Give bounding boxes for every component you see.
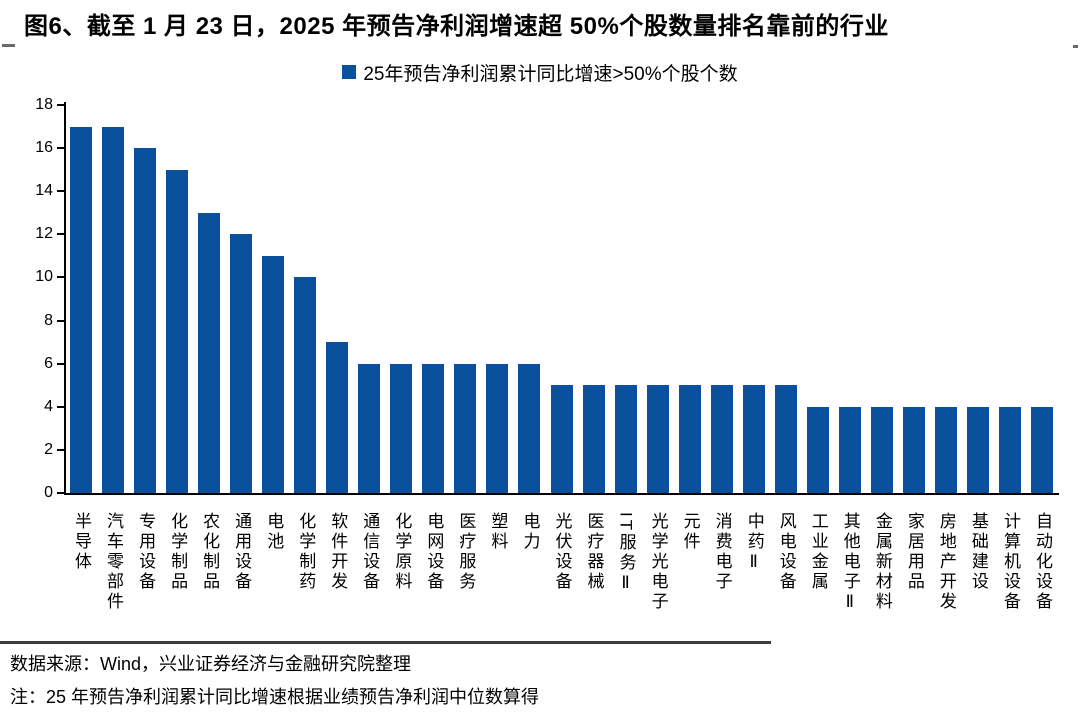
bar — [1030, 406, 1053, 493]
bar — [390, 363, 413, 493]
bar — [262, 255, 285, 493]
x-axis-label: 通用设备 — [232, 512, 252, 592]
border-fragment-right — [1073, 45, 1078, 48]
x-axis-label: 风电设备 — [776, 512, 796, 592]
bar — [198, 212, 221, 493]
bar — [710, 385, 733, 493]
bar — [486, 363, 509, 493]
x-axis-label: 电池 — [264, 512, 284, 552]
bar — [998, 406, 1021, 493]
bar — [358, 363, 381, 493]
bar — [582, 385, 605, 493]
footnote: 注：25 年预告净利润累计同比增速根据业绩预告净利润中位数算得 — [10, 687, 540, 707]
x-axis-label: 塑料 — [488, 512, 508, 552]
bar — [326, 342, 349, 493]
figure-title: 图6、截至 1 月 23 日，2025 年预告净利润增速超 50%个股数量排名靠… — [24, 13, 889, 40]
bar-chart: 0 2 4 6 8 10 12 14 16 18 半导体 汽车零部件 专用设备 化学制品 农化制品 通用设备… — [35, 96, 1059, 615]
y-tick-label: 6 — [44, 354, 53, 372]
divider — [0, 641, 771, 644]
y-tick-label: 0 — [44, 484, 53, 501]
bar — [102, 126, 125, 493]
y-tick-mark — [57, 233, 64, 236]
bar — [806, 406, 829, 493]
x-axis-label: 基础建设 — [968, 512, 988, 592]
x-axis-label: 通信设备 — [360, 512, 380, 592]
bar — [902, 406, 925, 493]
bar — [230, 234, 253, 493]
y-axis-line — [64, 102, 66, 494]
y-tick-label: 2 — [44, 440, 53, 458]
x-axis-label: 农化制品 — [200, 512, 220, 592]
bar — [774, 385, 797, 493]
x-axis-label: 半导体 — [72, 512, 92, 572]
bar — [934, 406, 957, 493]
bar — [646, 385, 669, 493]
y-tick-mark — [57, 276, 64, 279]
x-axis-label: 医疗器械 — [584, 512, 604, 592]
legend-label: 25年预告净利润累计同比增速>50%个股个数 — [363, 63, 738, 85]
bar — [518, 363, 541, 493]
x-axis-label: 医疗服务 — [456, 512, 476, 592]
x-axis-label: 光学光电子 — [648, 512, 668, 612]
y-tick-mark — [57, 319, 64, 322]
x-axis-label: 化学制品 — [168, 512, 188, 592]
x-axis-label: 化学原料 — [392, 512, 412, 592]
bar — [454, 363, 477, 493]
x-axis-label: 元件 — [680, 512, 700, 552]
x-axis-label: 金属新材料 — [872, 512, 892, 612]
x-axis-label: 汽车零部件 — [104, 512, 124, 612]
y-tick-mark — [57, 492, 64, 494]
y-tick-label: 18 — [35, 96, 53, 113]
x-axis-label: IT服务Ⅱ — [616, 512, 636, 597]
x-axis-label: 自动化设备 — [1032, 512, 1052, 612]
y-tick-mark — [57, 405, 64, 408]
bar — [742, 385, 765, 493]
x-axis-label: 光伏设备 — [552, 512, 572, 592]
bar — [166, 169, 189, 493]
y-tick-label: 12 — [35, 225, 53, 243]
bar — [70, 126, 93, 493]
y-tick-label: 8 — [44, 311, 53, 329]
x-axis-label: 工业金属 — [808, 512, 828, 592]
x-axis-label: 家居用品 — [904, 512, 924, 592]
y-tick-label: 16 — [35, 139, 53, 157]
bar — [550, 385, 573, 493]
chart-legend: 25年预告净利润累计同比增速>50%个股个数 — [0, 59, 1080, 85]
y-tick-label: 10 — [35, 268, 53, 286]
bar — [966, 406, 989, 493]
data-source: 数据来源：Wind，兴业证券经济与金融研究院整理 — [10, 654, 412, 674]
bar — [422, 363, 445, 493]
x-axis-label: 消费电子 — [712, 512, 732, 592]
x-axis-label: 房地产开发 — [936, 512, 956, 612]
x-axis-label: 化学制药 — [296, 512, 316, 592]
y-tick-label: 14 — [35, 182, 53, 200]
y-tick-mark — [57, 190, 64, 193]
x-axis-label: 计算机设备 — [1000, 512, 1020, 612]
y-tick-mark — [57, 362, 64, 365]
bar — [294, 277, 317, 493]
x-axis-label: 专用设备 — [136, 512, 156, 592]
bar — [134, 148, 157, 493]
y-tick-mark — [57, 448, 64, 451]
legend-marker-icon — [342, 65, 357, 79]
x-axis-label: 其他电子Ⅱ — [840, 512, 860, 615]
x-axis-label: 电网设备 — [424, 512, 444, 592]
x-axis-label: 中药Ⅱ — [744, 512, 764, 575]
bar — [870, 406, 893, 493]
y-tick-mark — [57, 104, 64, 106]
bar — [614, 385, 637, 493]
bar — [838, 406, 861, 493]
y-tick-mark — [57, 147, 64, 150]
bar — [678, 385, 701, 493]
x-axis-label: 软件开发 — [328, 512, 348, 592]
x-axis-line — [64, 493, 1059, 495]
x-axis-label: 电力 — [520, 512, 540, 552]
border-fragment-left — [2, 44, 15, 47]
y-tick-label: 4 — [44, 397, 53, 415]
